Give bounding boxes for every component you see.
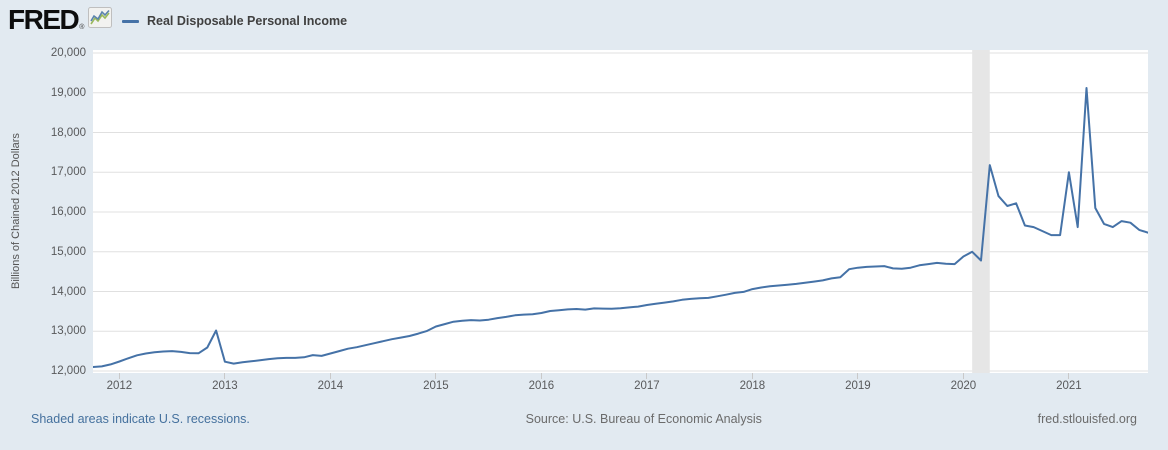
y-axis-tick-label: 20,000: [50, 47, 86, 59]
x-axis-tick-label: 2021: [1056, 380, 1082, 392]
legend-series-label: Real Disposable Personal Income: [147, 14, 348, 28]
x-axis-tick: [751, 373, 753, 379]
x-axis-tick-label: 2015: [423, 380, 449, 392]
fred-logo[interactable]: FRED ®: [8, 4, 113, 35]
chart-plot-area[interactable]: [93, 50, 1148, 373]
x-axis-tick-label: 2014: [317, 380, 344, 392]
x-axis-tick: [1068, 373, 1070, 379]
recession-band: [972, 50, 990, 373]
y-axis-tick-label: 13,000: [50, 325, 86, 338]
x-axis-tick-label: 2018: [739, 380, 766, 392]
source-text: Source: U.S. Bureau of Economic Analysis: [525, 412, 762, 426]
x-axis-tick-label: 2020: [950, 380, 977, 392]
x-axis-tick-label: 2016: [528, 380, 555, 392]
y-axis-tick-label: 14,000: [50, 285, 86, 298]
x-axis-tick: [540, 373, 542, 379]
x-axis-tick: [224, 373, 226, 379]
y-axis-tick-label: 12,000: [50, 365, 86, 377]
chart-footer: Shaded areas indicate U.S. recessions. S…: [0, 412, 1168, 426]
registered-trademark-symbol: ®: [79, 24, 85, 31]
fred-logo-text: FRED: [8, 4, 80, 35]
legend-line-marker: [122, 19, 139, 23]
x-axis-tick: [646, 373, 648, 379]
chart-legend: Real Disposable Personal Income: [122, 12, 347, 30]
x-axis-tick: [118, 373, 120, 379]
y-axis-tick-label: 15,000: [50, 245, 86, 258]
x-axis-tick-label: 2012: [106, 380, 133, 392]
series-line[interactable]: [93, 87, 1148, 368]
y-axis-tick-label: 17,000: [50, 166, 86, 179]
fred-sparkline-icon: [88, 7, 113, 33]
x-axis-tick: [962, 373, 964, 379]
fred-site-text: fred.stlouisfed.org: [1037, 412, 1137, 426]
x-axis-tick: [435, 373, 437, 379]
y-axis-tick-label: 18,000: [50, 126, 86, 139]
x-axis-tick: [329, 373, 331, 379]
x-axis-tick-label: 2013: [212, 380, 238, 392]
x-axis-tick-label: 2019: [845, 380, 871, 392]
x-axis-tick: [857, 373, 859, 379]
y-axis-tick-label: 16,000: [50, 206, 86, 218]
x-axis-tick-label: 2017: [634, 380, 660, 392]
y-axis-tick-label: 19,000: [50, 86, 86, 99]
recession-note-link[interactable]: Shaded areas indicate U.S. recessions.: [31, 412, 250, 426]
